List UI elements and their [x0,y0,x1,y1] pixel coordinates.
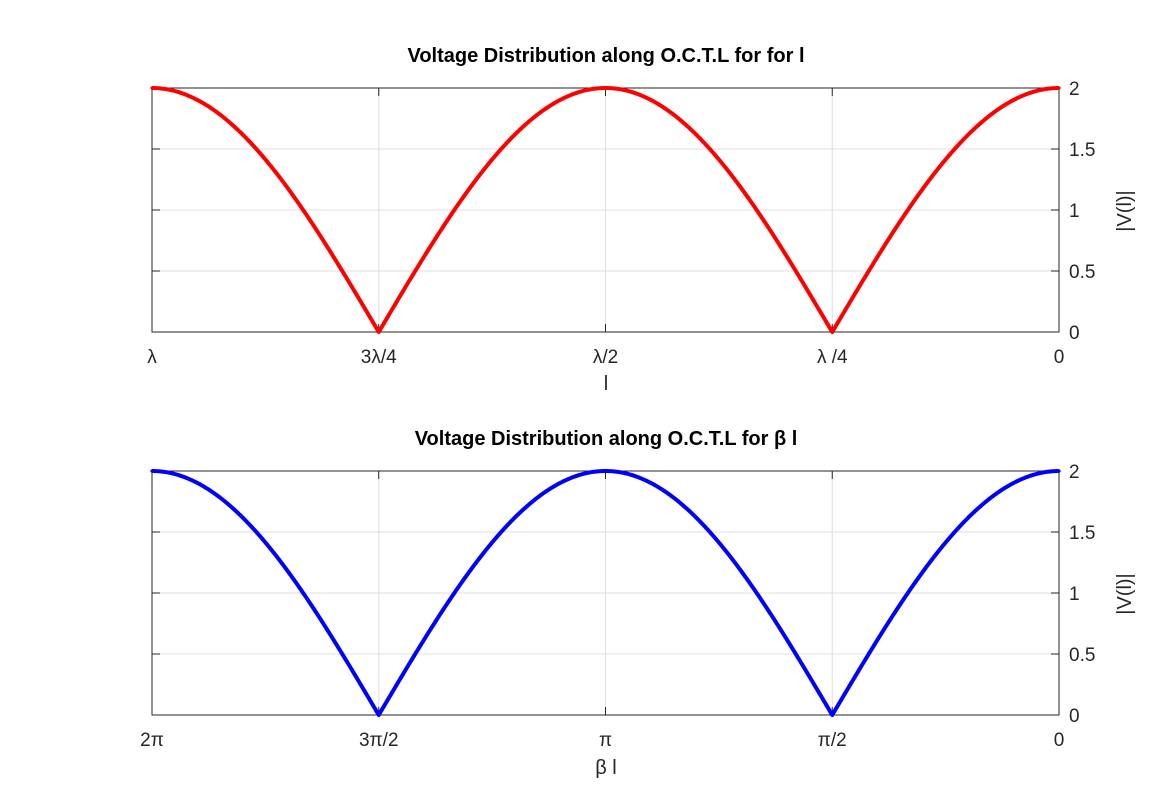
bottom-plot: Voltage Distribution along O.C.T.L for β… [140,428,1136,779]
data-point [150,86,154,90]
y-tick-label: 0.5 [1069,262,1095,283]
data-point [830,330,834,334]
data-point [830,713,834,717]
data-point [558,98,562,102]
bottom-plot-title: Voltage Distribution along O.C.T.L for β… [415,428,798,450]
data-point [195,98,199,102]
data-point [513,516,517,520]
data-point [467,569,472,574]
data-point [1012,481,1016,485]
y-tick-label: 0 [1069,323,1080,344]
y-tick-label: 0.5 [1069,645,1095,666]
y-tick-label: 2 [1069,462,1080,483]
data-point [649,98,653,102]
top-plot: Voltage Distribution along O.C.T.L for f… [147,45,1136,395]
x-tick-label: π [599,730,612,751]
y-tick-label: 1 [1069,201,1080,222]
data-point [921,569,925,574]
y-tick-label: 2 [1069,79,1080,100]
data-point [603,469,608,473]
data-point [331,638,336,642]
data-point [739,186,744,191]
data-point [422,638,426,642]
data-point [241,133,245,137]
data-point [331,255,335,259]
data-point [876,638,880,642]
data-point [739,569,744,574]
y-tick-label: 1.5 [1069,523,1095,544]
data-point [876,255,880,259]
data-point [241,516,245,520]
top-plot-ylabel: |V(l)| [1114,190,1136,232]
top-plot-xlabel: l [604,373,608,395]
data-point [966,133,970,137]
grid-lines [151,470,1060,716]
bottom-plot-xlabel: β l [595,757,617,779]
data-point [694,133,698,137]
y-tick-label: 1.5 [1069,140,1095,161]
x-tick-label: λ/2 [593,347,618,368]
x-tick-label: 3λ/4 [361,347,397,368]
data-point [286,569,290,574]
data-point [694,516,698,520]
data-point [377,330,381,334]
y-tick-label: 0 [1069,706,1080,727]
data-point [150,469,154,473]
data-point [513,133,517,137]
data-point [467,186,472,191]
data-point [377,713,381,717]
x-tick-label: 3π/2 [359,730,399,751]
data-point [1057,469,1061,473]
data-point [1012,98,1016,102]
bottom-plot-ylabel: |V(l)| [1114,573,1136,615]
data-point [558,481,562,485]
x-tick-label: π/2 [818,730,847,751]
series-points [150,469,1061,717]
data-point [603,86,608,90]
x-tick-label: 0 [1054,347,1065,368]
data-point [649,481,653,485]
grid-lines [151,87,1060,333]
y-tick-label: 1 [1069,584,1080,605]
data-point [966,516,970,520]
series-points [150,86,1061,334]
x-tick-label: 0 [1054,730,1065,751]
x-tick-label: λ [147,347,157,368]
data-point [422,255,426,259]
x-tick-label: 2π [140,730,164,751]
data-point [195,481,199,485]
data-point [785,255,789,259]
data-point [921,186,925,191]
data-point [1057,86,1061,90]
x-tick-label: λ /4 [817,347,848,368]
top-plot-title: Voltage Distribution along O.C.T.L for f… [407,45,804,67]
data-point [785,638,789,642]
data-point [286,186,290,191]
